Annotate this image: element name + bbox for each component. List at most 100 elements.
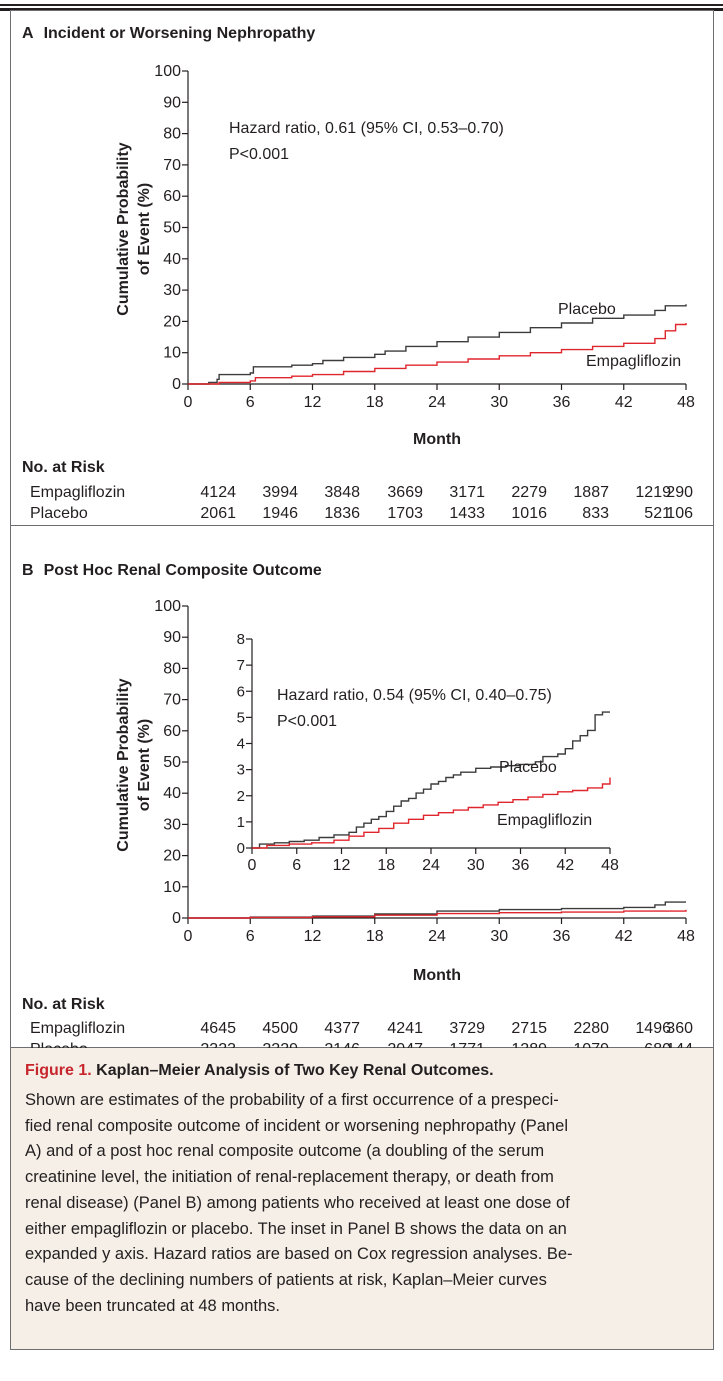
y-tick-label: 100 bbox=[154, 598, 181, 615]
y-tick-label: 40 bbox=[163, 251, 181, 268]
hazard-ratio-text: Hazard ratio, 0.61 (95% CI, 0.53–0.70) bbox=[229, 120, 504, 137]
y-axis-label-line: Cumulative Probability bbox=[115, 678, 132, 851]
y-tick-label: 100 bbox=[154, 63, 181, 80]
risk-value: 1703 bbox=[387, 505, 423, 522]
panel-title-text: Post Hoc Renal Composite Outcome bbox=[43, 562, 322, 579]
y-tick-label: 30 bbox=[163, 816, 181, 833]
risk-row-label: Empagliflozin bbox=[30, 1020, 126, 1037]
caption-title: Figure 1. Kaplan–Meier Analysis of Two K… bbox=[25, 1062, 494, 1080]
x-axis-label: Month bbox=[413, 967, 461, 984]
risk-value: 4645 bbox=[200, 1020, 236, 1037]
caption-line: A) and of a post hoc renal composite out… bbox=[25, 1142, 545, 1161]
y-tick-label: 20 bbox=[163, 848, 181, 865]
inset-y-tick-label: 4 bbox=[237, 736, 245, 753]
y-tick-label: 50 bbox=[163, 754, 181, 771]
panel-b bbox=[10, 525, 714, 1048]
x-tick-label: 12 bbox=[304, 928, 322, 945]
series-line-placebo bbox=[188, 304, 687, 385]
top-rule bbox=[0, 4, 723, 6]
x-tick-label: 42 bbox=[615, 928, 633, 945]
inset-y-tick-label: 5 bbox=[237, 709, 245, 726]
figure-caption: Figure 1. Kaplan–Meier Analysis of Two K… bbox=[10, 1048, 714, 1350]
risk-value: 360 bbox=[666, 1020, 693, 1037]
risk-value: 106 bbox=[666, 505, 693, 522]
caption-line: fied renal composite outcome of incident… bbox=[25, 1116, 568, 1135]
risk-value: 4124 bbox=[200, 484, 236, 501]
p-value-text: P<0.001 bbox=[229, 146, 289, 163]
inset-y-tick-label: 7 bbox=[237, 657, 245, 674]
x-tick-label: 42 bbox=[615, 394, 633, 411]
risk-value: 3848 bbox=[324, 484, 360, 501]
inset-x-tick-label: 6 bbox=[292, 857, 301, 874]
inset-y-tick-label: 0 bbox=[237, 840, 245, 857]
inset-x-tick-label: 36 bbox=[512, 857, 530, 874]
risk-value: 1836 bbox=[324, 505, 360, 522]
risk-value: 1219 bbox=[635, 484, 671, 501]
y-tick-label: 60 bbox=[163, 723, 181, 740]
risk-value: 1887 bbox=[573, 484, 609, 501]
x-tick-label: 0 bbox=[184, 394, 193, 411]
inset-y-tick-label: 1 bbox=[237, 814, 245, 831]
x-tick-label: 18 bbox=[366, 928, 384, 945]
risk-table-title: No. at Risk bbox=[22, 459, 105, 476]
y-tick-label: 30 bbox=[163, 282, 181, 299]
inset-series-label-placebo: Placebo bbox=[499, 759, 557, 776]
y-tick-label: 10 bbox=[163, 879, 181, 896]
inset-y-tick-label: 8 bbox=[237, 631, 245, 648]
x-tick-label: 30 bbox=[490, 928, 508, 945]
risk-value: 3669 bbox=[387, 484, 423, 501]
series-label-empagliflozin: Empagliflozin bbox=[586, 353, 681, 370]
figure-label: Figure 1. bbox=[25, 1062, 92, 1079]
inset-x-tick-label: 12 bbox=[333, 857, 351, 874]
series-line-placebo bbox=[252, 711, 610, 849]
y-tick-label: 0 bbox=[172, 376, 181, 393]
inset-x-tick-label: 18 bbox=[377, 857, 395, 874]
x-tick-label: 36 bbox=[553, 394, 571, 411]
series-line-empagliflozin bbox=[188, 323, 687, 385]
risk-value: 1016 bbox=[511, 505, 547, 522]
y-tick-label: 10 bbox=[163, 345, 181, 362]
risk-value: 3729 bbox=[449, 1020, 485, 1037]
inset-x-tick-label: 24 bbox=[422, 857, 440, 874]
series-label-placebo: Placebo bbox=[558, 301, 616, 318]
y-axis-label-line: of Event (%) bbox=[136, 183, 153, 275]
top-rule bbox=[0, 8, 723, 11]
inset-y-tick-label: 3 bbox=[237, 762, 245, 779]
panel-title-text: Incident or Worsening Nephropathy bbox=[43, 25, 316, 42]
x-tick-label: 30 bbox=[490, 394, 508, 411]
risk-row-label: Empagliflozin bbox=[30, 484, 126, 501]
x-tick-label: 24 bbox=[428, 394, 446, 411]
caption-line: have been truncated at 48 months. bbox=[25, 1296, 281, 1315]
x-tick-label: 48 bbox=[677, 394, 695, 411]
risk-value: 2061 bbox=[200, 505, 236, 522]
x-tick-label: 0 bbox=[184, 928, 193, 945]
risk-value: 2715 bbox=[511, 1020, 547, 1037]
x-axis-label: Month bbox=[413, 431, 461, 448]
risk-value: 4500 bbox=[262, 1020, 298, 1037]
series-line-empagliflozin bbox=[188, 909, 687, 919]
caption-line: creatinine level, the initiation of rena… bbox=[25, 1168, 554, 1187]
y-axis-label-line: Cumulative Probability bbox=[115, 142, 132, 315]
x-tick-label: 6 bbox=[246, 394, 255, 411]
p-value-text: P<0.001 bbox=[277, 713, 337, 730]
x-tick-label: 36 bbox=[553, 928, 571, 945]
risk-value: 2279 bbox=[511, 484, 547, 501]
inset-y-tick-label: 2 bbox=[237, 788, 245, 805]
x-tick-label: 6 bbox=[246, 928, 255, 945]
inset-x-tick-label: 42 bbox=[556, 857, 574, 874]
y-tick-label: 20 bbox=[163, 313, 181, 330]
y-axis-label-line: of Event (%) bbox=[136, 719, 153, 811]
series-line-empagliflozin bbox=[252, 777, 611, 849]
risk-table-title: No. at Risk bbox=[22, 996, 105, 1013]
y-tick-label: 80 bbox=[163, 126, 181, 143]
risk-value: 833 bbox=[582, 505, 609, 522]
risk-value: 290 bbox=[666, 484, 693, 501]
caption-body: Shown are estimates of the probability o… bbox=[25, 1088, 705, 1319]
y-tick-label: 80 bbox=[163, 660, 181, 677]
y-axis-label: Cumulative Probability of Event (%) bbox=[115, 678, 153, 851]
panel-a bbox=[10, 10, 714, 527]
risk-value: 4241 bbox=[387, 1020, 423, 1037]
panel-letter: A bbox=[22, 25, 34, 42]
